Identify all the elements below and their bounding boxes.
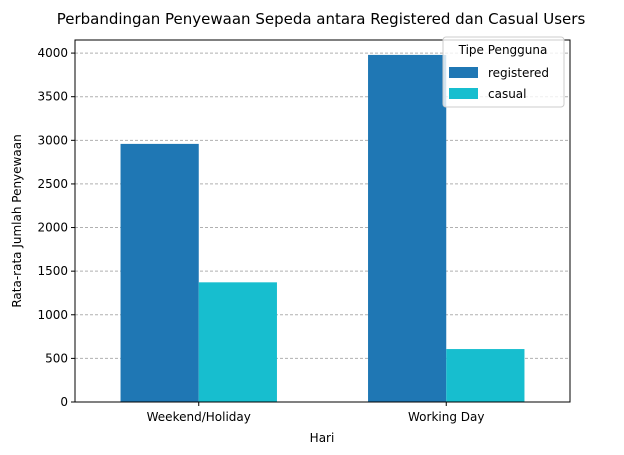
x-axis-ticks: Weekend/Holiday Working Day: [147, 402, 484, 424]
bar-casual: [198, 282, 277, 402]
bar-registered: [120, 143, 199, 402]
x-tick-label: Working Day: [408, 410, 484, 424]
legend-label-casual: casual: [488, 87, 527, 101]
y-tick-label: 0: [60, 395, 68, 409]
legend-label-registered: registered: [488, 66, 549, 80]
legend-title: Tipe Pengguna: [458, 43, 548, 57]
legend-items: registered casual: [449, 66, 549, 101]
legend: Tipe Pengguna registered casual: [442, 36, 565, 108]
y-axis-ticks: 0 500 1000 1500 2000 2500 3000 3500 4000: [37, 46, 75, 409]
bar-casual: [446, 349, 525, 402]
legend-swatch-registered: [449, 67, 478, 78]
legend-swatch-casual: [449, 88, 478, 99]
bars: [120, 54, 525, 403]
y-tick-label: 4000: [37, 46, 68, 60]
chart-title: Perbandingan Penyewaan Sepeda antara Reg…: [57, 10, 586, 28]
y-tick-label: 1000: [37, 308, 68, 322]
y-axis-label: Rata-rata Jumlah Penyewaan: [10, 134, 24, 307]
y-tick-label: 500: [45, 351, 68, 365]
bar-registered: [368, 54, 447, 403]
x-axis-label: Hari: [310, 431, 335, 445]
plot-frame: [74, 39, 571, 403]
y-tick-label: 3000: [37, 133, 68, 147]
y-tick-label: 3500: [37, 90, 68, 104]
y-tick-label: 2000: [37, 221, 68, 235]
y-tick-label: 1500: [37, 264, 68, 278]
y-tick-label: 2500: [37, 177, 68, 191]
x-tick-label: Weekend/Holiday: [147, 410, 251, 424]
